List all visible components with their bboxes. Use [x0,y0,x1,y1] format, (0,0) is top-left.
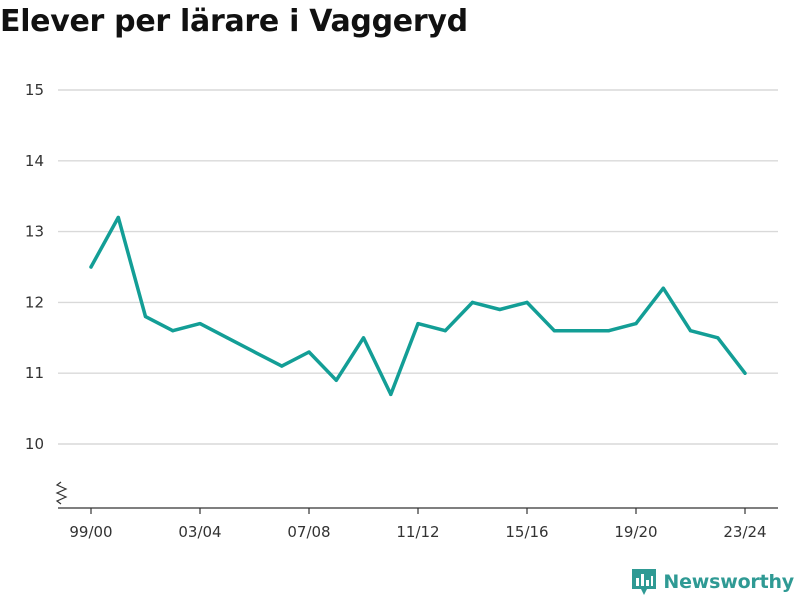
x-tick-label: 07/08 [287,523,330,541]
x-tick-label: 11/12 [396,523,439,541]
data-point [661,286,665,290]
y-axis-ticks: 10 11 12 13 14 15 [25,81,44,453]
data-point [579,329,584,333]
data-point [634,322,638,326]
gridlines [58,89,778,445]
y-tick-label: 10 [25,435,44,453]
y-tick-label: 14 [25,152,44,170]
x-tick-label: 19/20 [614,523,657,541]
data-point [143,314,148,319]
data-point [688,329,693,333]
data-point [552,329,556,333]
x-tick-label: 15/16 [505,523,548,541]
newsworthy-logo: Newsworthy [631,568,794,596]
data-point [198,322,202,326]
data-point [89,265,93,269]
series [89,215,747,397]
data-point [225,336,229,340]
newsworthy-icon [632,569,657,595]
y-tick-label: 15 [25,81,44,99]
data-point [716,336,720,340]
data-point [334,378,338,382]
y-axis-break-marker [55,481,68,505]
data-point [361,336,366,340]
y-tick-label: 11 [25,364,44,382]
brand-name: Newsworthy [663,571,794,593]
data-point [416,322,420,326]
data-point [116,215,120,220]
data-point [307,350,311,354]
data-point [498,307,502,312]
data-point [607,329,611,333]
axes [55,481,778,509]
y-tick-label: 12 [25,293,44,311]
x-tick-label: 03/04 [178,523,221,541]
data-point [280,364,284,368]
data-point [470,300,475,304]
series-line [89,215,747,397]
chart-title: Elever per lärare i Vaggeryd [0,4,468,39]
data-point [252,350,257,354]
data-point [525,300,529,304]
x-tick-label: 99/00 [69,523,112,541]
x-axis-ticks: 99/00 03/04 07/08 11/12 15/16 19/20 23/24 [69,508,767,541]
data-point [171,329,175,333]
data-point [443,329,447,333]
y-tick-label: 13 [25,223,44,241]
data-point [389,392,393,397]
data-point [743,371,747,375]
x-tick-label: 23/24 [723,523,766,541]
